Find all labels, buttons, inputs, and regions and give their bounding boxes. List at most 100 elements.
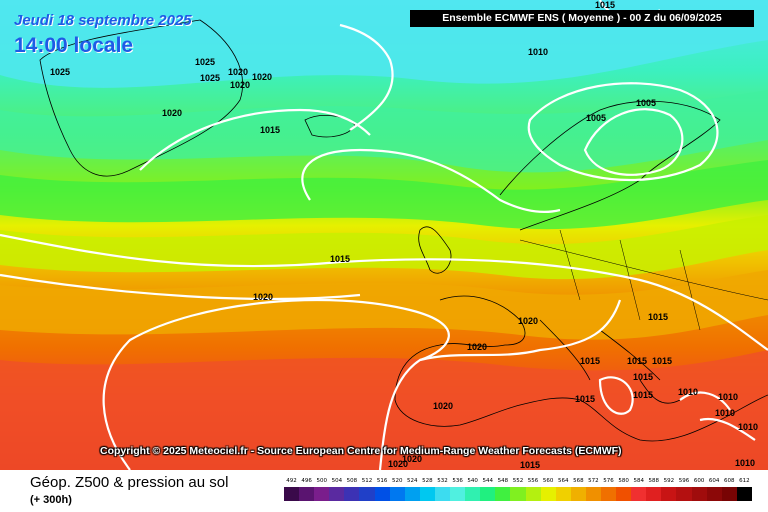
isobar-label: 1020	[402, 454, 422, 464]
scale-swatch	[691, 487, 707, 501]
scale-swatch	[434, 487, 451, 501]
isobar-label: 1025	[200, 73, 220, 83]
scale-swatch	[736, 487, 752, 501]
isobar-label: 1025	[50, 67, 70, 77]
isobar-label: 1015	[595, 0, 615, 10]
scale-swatch	[661, 487, 677, 501]
isobar-label: 1015	[648, 312, 668, 322]
scale-level-label: 540	[467, 478, 478, 484]
scale-swatch	[676, 487, 692, 501]
scale-swatch	[555, 487, 571, 501]
scale-level-label: 568	[573, 478, 584, 484]
scale-level-label: 532	[437, 478, 448, 484]
isobar-label: 1010	[718, 392, 738, 402]
scale-level-label: 584	[633, 478, 644, 484]
scale-level-label: 536	[452, 478, 463, 484]
scale-level-label: 580	[618, 478, 629, 484]
legend-subtitle: (+ 300h)	[30, 494, 72, 506]
isobar-label: 1015	[580, 356, 600, 366]
scale-level-label: 548	[497, 478, 509, 484]
color-scale: 492 496 500 504 508 512 516 520 524 528 532 536 540 5…	[284, 478, 752, 508]
isobar-label: 1005	[636, 98, 656, 108]
scale-swatch	[465, 487, 481, 501]
isobar-label: 1020	[467, 342, 487, 352]
scale-level-label: 512	[361, 478, 373, 484]
isobar-label: 1010	[735, 458, 755, 468]
iceland-coast	[304, 115, 356, 138]
scale-swatch	[510, 487, 526, 501]
scale-level-label: 516	[376, 478, 388, 484]
scale-level-label: 492	[286, 478, 297, 484]
scale-level-label: 560	[542, 478, 554, 484]
scale-level-label: 552	[512, 478, 524, 484]
isobar-label: 1020	[230, 80, 250, 90]
scale-level-label: 576	[603, 478, 614, 484]
isobar-label: 1015	[330, 254, 350, 264]
scale-level-label: 612	[739, 478, 750, 484]
isobar-label: 1015	[652, 356, 672, 366]
scale-level-label: 528	[422, 478, 433, 484]
model-run-banner: Ensemble ECMWF ENS ( Moyenne ) - 00 Z du…	[410, 10, 754, 27]
scale-swatch	[299, 487, 315, 501]
scale-swatch	[721, 487, 737, 501]
british-isles-coast	[418, 226, 452, 274]
scale-swatch	[495, 487, 511, 501]
forecast-date: Jeudi 18 septembre 2025	[14, 12, 192, 29]
isobar-label: 1020	[253, 292, 273, 302]
scandinavia-coast	[499, 100, 721, 231]
isobar-label: 1015	[575, 394, 595, 404]
isobar-label: 1010	[678, 387, 698, 397]
scale-swatch	[389, 487, 405, 501]
forecast-time: 14:00 locale	[14, 34, 134, 57]
isobar-label: 1010	[738, 422, 758, 432]
scale-swatch	[404, 487, 420, 501]
scale-swatch	[585, 487, 601, 501]
isobar-label: 1020	[228, 67, 248, 77]
scale-swatch	[450, 487, 466, 501]
isobar-label: 1015	[520, 460, 540, 470]
scale-swatch	[314, 487, 330, 501]
mediterranean-coast	[394, 295, 768, 442]
weather-map: 1025 1025 1025 1020 1020 1020 1020 1015 …	[0, 0, 768, 470]
greenland-coast	[39, 19, 243, 177]
scale-level-label: 588	[648, 478, 660, 484]
scale-swatch	[284, 487, 300, 501]
scale-level-label: 572	[588, 478, 599, 484]
isobar-label: 1015	[627, 356, 647, 366]
scale-level-label: 508	[346, 478, 358, 484]
scale-swatch	[706, 487, 722, 501]
map-canvas: 1025 1025 1025 1020 1020 1020 1020 1015 …	[0, 0, 768, 470]
scale-swatch	[631, 487, 647, 501]
band-red	[0, 350, 768, 470]
scale-level-label: 556	[527, 478, 539, 484]
isobar-label: 1020	[252, 72, 272, 82]
scale-swatch	[344, 487, 360, 501]
scale-level-label: 604	[708, 478, 720, 484]
scale-swatch	[480, 487, 496, 501]
scale-level-label: 524	[407, 478, 418, 484]
scale-swatch	[540, 487, 556, 501]
isobar-label: 1020	[518, 316, 538, 326]
italy-balkans-coast	[539, 319, 681, 404]
isobar-label: 1020	[162, 108, 182, 118]
scale-level-label: 520	[391, 478, 403, 484]
scale-level-label: 564	[557, 478, 569, 484]
isobar-label: 1005	[586, 113, 606, 123]
scale-swatch	[419, 487, 435, 501]
isobar-label: 1020	[388, 459, 408, 469]
scale-swatch	[525, 487, 541, 501]
scale-level-label: 504	[331, 478, 343, 484]
scale-swatch	[616, 487, 632, 501]
isobar-label: 1015	[260, 125, 280, 135]
scale-swatch	[600, 487, 617, 501]
scale-level-label: 596	[678, 478, 690, 484]
isobar-label: 1020	[433, 401, 453, 411]
isobar-labels: 1025 1025 1025 1020 1020 1020 1020 1015 …	[50, 0, 758, 470]
scale-swatch	[374, 487, 390, 501]
scale-swatch	[359, 487, 375, 501]
scale-swatch	[646, 487, 662, 501]
country-borders	[519, 229, 768, 331]
legend-title: Géop. Z500 & pression au sol	[30, 474, 229, 491]
isobars	[0, 0, 768, 470]
scale-level-label: 592	[663, 478, 675, 484]
